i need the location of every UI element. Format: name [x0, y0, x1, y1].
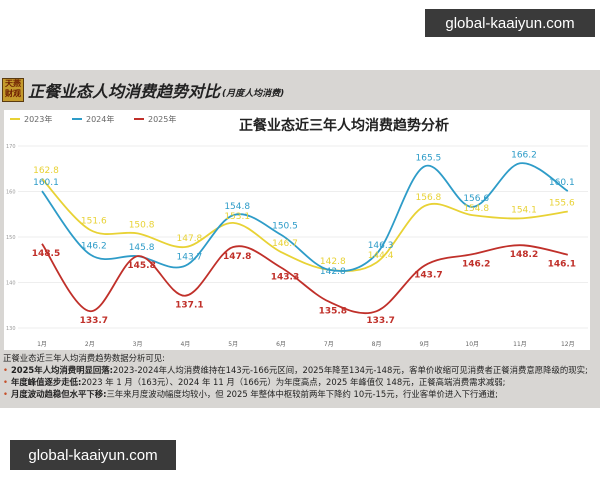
data-label: 166.2	[511, 150, 537, 160]
data-label: 148.5	[32, 249, 60, 259]
data-label: 142.8	[320, 257, 346, 267]
data-label: 151.6	[81, 217, 107, 227]
data-label: 146.3	[368, 241, 394, 251]
x-tick-label: 2月	[85, 341, 95, 348]
data-label: 156.6	[463, 194, 489, 204]
x-tick-label: 12月	[561, 341, 575, 348]
data-label: 155.6	[549, 199, 575, 209]
y-tick-label: 140	[6, 281, 16, 287]
notes-intro: 正餐业态近三年人均消费趋势数据分析可见:	[3, 353, 165, 363]
series-line-2023年	[41, 178, 568, 272]
x-tick-label: 11月	[513, 341, 527, 348]
series-line-2025年	[41, 243, 568, 315]
note-item: • 年度峰值逐步走低:2023 年 1 月（163元）、2024 年 11 月（1…	[3, 377, 506, 387]
report-card: 天燕 财观 正餐业态人均消费趋势对比 (月度人均消费) 130 140 150 160 1…	[0, 70, 600, 408]
data-label: 150.8	[129, 220, 155, 230]
legend-label: 2023年	[24, 114, 52, 124]
x-tick-label: 8月	[372, 341, 382, 348]
x-tick-label: 7月	[324, 341, 334, 348]
note-head: 年度峰值逐步走低:	[10, 377, 82, 387]
data-label: 135.8	[319, 307, 347, 317]
note-head: 2025年人均消费明显回落:	[10, 365, 113, 375]
y-tick-label: 160	[6, 190, 16, 196]
x-tick-label: 1月	[37, 341, 47, 348]
data-label: 165.5	[416, 153, 442, 163]
data-label: 144.4	[368, 251, 394, 261]
note-head: 月度波动趋稳但水平下移:	[10, 389, 107, 399]
y-tick-label: 150	[6, 235, 16, 241]
data-label: 146.2	[81, 241, 107, 251]
watermark: global-kaaiyun.com	[425, 9, 595, 37]
x-tick-label: 6月	[276, 341, 286, 348]
note-item: • 月度波动趋稳但水平下移:三年来月度波动幅度均较小，但 2025 年整体中枢较前…	[3, 389, 498, 399]
data-label: 156.8	[416, 193, 442, 203]
data-label: 162.8	[33, 166, 59, 176]
data-label: 150.5	[272, 222, 298, 232]
data-label: 160.1	[33, 178, 59, 188]
legend-label: 2025年	[148, 114, 176, 124]
data-label: 145.8	[127, 261, 155, 271]
analysis-notes: 正餐业态近三年人均消费趋势数据分析可见: • 2025年人均消费明显回落:2023…	[3, 352, 598, 400]
data-label: 143.3	[271, 272, 299, 282]
x-tick-label: 3月	[133, 341, 143, 348]
x-tick-label: 4月	[180, 341, 190, 348]
header: 天燕 财观 正餐业态人均消费趋势对比 (月度人均消费)	[0, 70, 600, 110]
data-label: 146.2	[462, 259, 490, 269]
legend-label: 2024年	[86, 114, 114, 124]
data-label: 133.7	[80, 316, 108, 326]
data-label: 143.7	[414, 271, 442, 281]
y-tick-label: 170	[6, 144, 16, 150]
data-label: 145.8	[129, 243, 155, 253]
data-label: 133.7	[366, 316, 394, 326]
page-title: 正餐业态人均消费趋势对比	[28, 82, 221, 101]
data-label: 147.8	[223, 252, 251, 262]
chart-panel: 130 140 150 160 170 1月 2月 3月 4月 5月 6月 7月 8月 9月 10月 11月 1…	[4, 110, 590, 350]
data-label: 154.1	[511, 205, 537, 215]
data-label: 148.2	[510, 250, 538, 260]
data-label: 147.8	[177, 234, 203, 244]
watermark: global-kaaiyun.com	[10, 440, 176, 470]
y-tick-label: 130	[6, 326, 16, 332]
chart-title: 正餐业态近三年人均消费趋势分析	[239, 117, 449, 134]
data-label: 137.1	[175, 301, 203, 311]
x-tick-label: 9月	[419, 341, 429, 348]
data-label: 142.8	[320, 267, 346, 277]
line-chart: 130 140 150 160 170 1月 2月 3月 4月 5月 6月 7月 8月 9月 10月 11月 1…	[6, 114, 588, 348]
data-label: 153.1	[224, 212, 250, 222]
note-text: 三年来月度波动幅度均较小，但 2025 年整体中枢较前两年下降约 10元-15元…	[106, 389, 498, 399]
data-label: 160.1	[549, 178, 575, 188]
x-tick-label: 5月	[228, 341, 238, 348]
page-subtitle: (月度人均消费)	[222, 88, 285, 99]
note-text: 2023-2024年人均消费维持在143元-166元区间，2025年降至134元…	[113, 365, 588, 375]
data-label: 154.8	[224, 202, 250, 212]
data-label: 143.7	[177, 253, 203, 263]
data-label: 146.7	[272, 239, 298, 249]
brand-logo: 天燕 财观	[2, 78, 24, 102]
data-label: 146.1	[548, 260, 576, 270]
data-label: 154.8	[463, 204, 489, 214]
note-item: • 2025年人均消费明显回落:2023-2024年人均消费维持在143元-166…	[3, 365, 588, 375]
note-text: 2023 年 1 月（163元）、2024 年 11 月（166元）为年度高点，…	[81, 377, 506, 387]
x-tick-label: 10月	[465, 341, 479, 348]
